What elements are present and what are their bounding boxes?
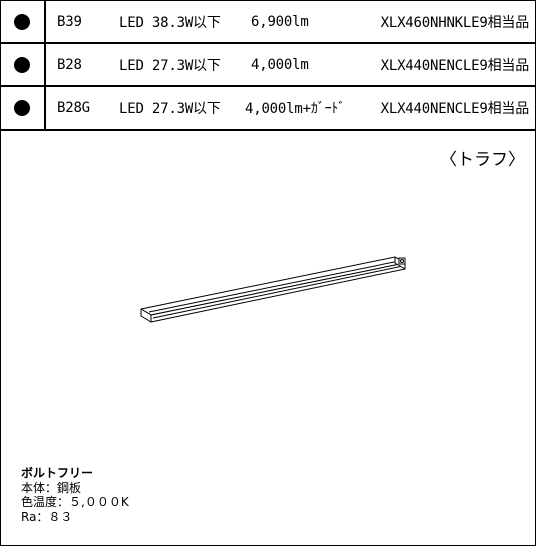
equivalent-model: XLX440NENCLE9相当品 [380, 57, 530, 74]
lumen-output: 4,000lm [251, 56, 309, 73]
spec-row-b39: B39 LED 38.3W以下 6,900lm XLX460NHNKLE9相当品 [1, 1, 535, 44]
fixture-type-caption: 〈トラフ〉 [440, 150, 525, 170]
spec-color-rendering: Ra：８３ [21, 509, 73, 524]
trough-light-fixture-icon [140, 256, 406, 323]
power-rating: LED 27.3W以下 [119, 57, 221, 74]
fixture-specs: ボルトフリー 本体：鋼板 色温度：５,０００K Ra：８３ [21, 466, 129, 524]
power-rating: LED 38.3W以下 [119, 14, 221, 31]
spec-body-material: 本体：鋼板 [21, 480, 82, 495]
bullet-cell [1, 1, 46, 42]
equivalent-model: XLX440NENCLE9相当品 [380, 101, 530, 117]
spec-row-b28g: B28G LED 27.3W以下 4,000lm+ｶﾞｰﾄﾞ XLX440NEN… [1, 87, 535, 131]
lumen-output: 4,000lm+ｶﾞｰﾄﾞ [245, 101, 346, 117]
spec-color-temperature: 色温度：５,０００K [21, 495, 129, 509]
equivalent-model: XLX460NHNKLE9相当品 [380, 14, 530, 31]
product-code: B39 [57, 13, 82, 30]
bullet-cell [1, 87, 46, 129]
product-code: B28G [57, 100, 90, 116]
bullet-icon [14, 56, 30, 73]
bullet-icon [14, 100, 30, 116]
power-rating: LED 27.3W以下 [119, 101, 221, 117]
product-code: B28 [57, 56, 82, 73]
lumen-output: 6,900lm [251, 13, 309, 30]
spec-title: ボルトフリー [21, 466, 94, 480]
spec-row-b28: B28 LED 27.3W以下 4,000lm XLX440NENCLE9相当品 [1, 44, 535, 87]
bullet-cell [1, 44, 46, 85]
bullet-icon [14, 13, 30, 30]
